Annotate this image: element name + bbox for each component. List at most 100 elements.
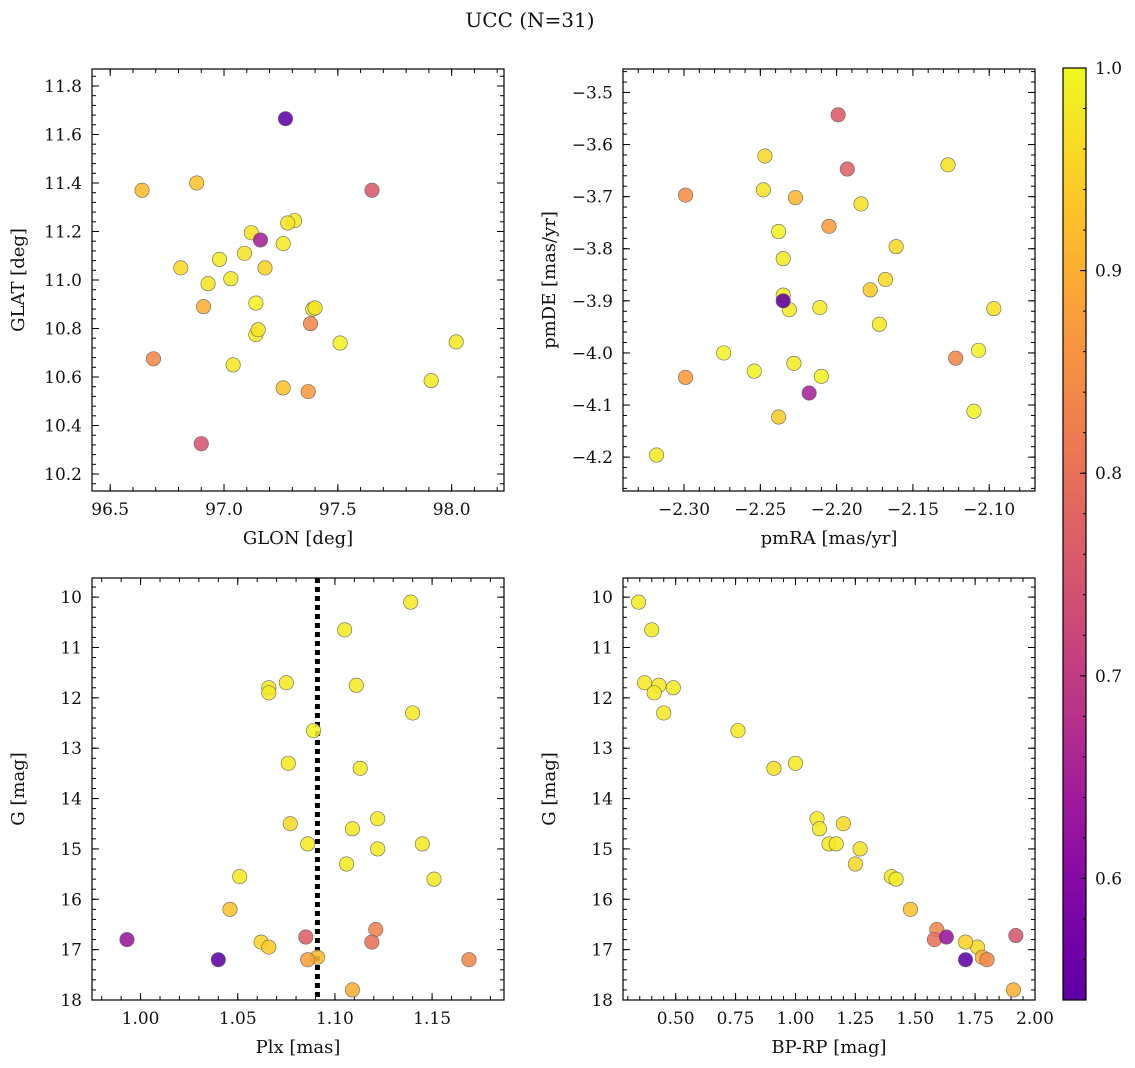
data-point — [821, 218, 837, 234]
y-tick-label: 11.0 — [44, 271, 82, 291]
data-point — [775, 251, 791, 267]
y-tick-label: 17 — [60, 941, 82, 961]
x-tick-label: −2.20 — [811, 500, 863, 520]
data-point — [275, 380, 291, 396]
data-point — [405, 705, 421, 721]
data-point — [414, 836, 430, 852]
x-tick-label: 1.00 — [777, 1009, 815, 1029]
data-point — [461, 952, 477, 968]
y-axis-label: G [mag] — [8, 752, 29, 825]
axes-frame — [622, 577, 1036, 1001]
colorbar-gradient — [1062, 67, 1087, 1001]
y-tick-label: 10.4 — [44, 417, 82, 437]
x-tick-label: −2.30 — [658, 500, 710, 520]
data-point — [938, 929, 954, 945]
y-tick-label: 13 — [60, 739, 82, 759]
data-point — [966, 403, 982, 419]
y-tick-label: 11.8 — [44, 77, 82, 97]
data-point — [1008, 928, 1024, 944]
y-tick-label: 14 — [591, 790, 613, 810]
y-tick-label: −3.9 — [572, 292, 613, 312]
y-tick-label: 15 — [60, 840, 82, 860]
data-point — [830, 107, 846, 123]
data-point — [280, 755, 296, 771]
y-tick-label: 10 — [591, 588, 613, 608]
data-point — [656, 705, 672, 721]
data-point — [757, 148, 773, 164]
data-point — [344, 821, 360, 837]
data-point — [173, 260, 189, 276]
colorbar: 0.6 0.7 0.8 0.9 1.0 — [1062, 59, 1122, 1001]
colorbar-tick-label: 1.0 — [1095, 59, 1122, 79]
data-point — [786, 355, 802, 371]
y-tick-label: 18 — [60, 991, 82, 1011]
x-tick-label: 98.0 — [433, 500, 471, 520]
data-point — [678, 369, 694, 385]
y-tick-label: 10.6 — [44, 368, 82, 388]
y-tick-label: −3.7 — [572, 188, 613, 208]
data-point — [839, 161, 855, 177]
data-point — [277, 111, 293, 127]
data-point — [196, 299, 212, 315]
x-tick-label: 1.05 — [219, 1009, 257, 1029]
data-point — [948, 350, 964, 366]
data-point — [665, 680, 681, 696]
y-tick-label: −4.2 — [572, 448, 613, 468]
data-point — [193, 436, 209, 452]
data-point — [646, 685, 662, 701]
data-point — [225, 357, 241, 373]
y-tick-label: 18 — [591, 991, 613, 1011]
y-tick-label: 11.4 — [44, 174, 82, 194]
data-point — [332, 335, 348, 351]
x-axis-label: Plx [mas] — [256, 1037, 341, 1058]
data-point — [801, 385, 817, 401]
data-point — [631, 594, 647, 610]
data-point — [275, 236, 291, 252]
data-point — [189, 175, 205, 191]
data-point — [877, 271, 893, 287]
y-tick-label: −3.8 — [572, 240, 613, 260]
panel-bprp_g: 0.50 0.75 1.00 1.25 1.50 1.75 2.00 10 11 12 13 14 15… — [539, 577, 1054, 1058]
data-point — [716, 345, 732, 361]
data-point — [423, 373, 439, 389]
y-tick-label: −3.6 — [572, 136, 613, 156]
x-tick-label: 0.75 — [717, 1009, 755, 1029]
x-tick-label: 96.5 — [91, 500, 129, 520]
data-point — [250, 322, 266, 338]
data-point — [280, 215, 296, 231]
data-point — [200, 276, 216, 292]
x-tick-label: 1.00 — [122, 1009, 160, 1029]
data-point — [278, 675, 294, 691]
y-tick-label: 10.8 — [44, 320, 82, 340]
y-tick-label: 16 — [60, 890, 82, 910]
y-axis-label: GLAT [deg] — [8, 228, 29, 332]
data-point — [971, 342, 987, 358]
x-tick-label: −2.15 — [887, 500, 939, 520]
y-axis-label: G [mag] — [539, 752, 560, 825]
data-point — [771, 224, 787, 240]
y-tick-label: 17 — [591, 941, 613, 961]
x-axis-label: BP-RP [mag] — [771, 1037, 886, 1058]
data-point — [787, 755, 803, 771]
colorbar-tick-label: 0.8 — [1095, 464, 1122, 484]
x-tick-label: −2.10 — [963, 500, 1015, 520]
data-point — [637, 675, 653, 691]
data-point — [871, 316, 887, 332]
y-tick-label: 12 — [591, 689, 613, 709]
colorbar-tick-label: 0.6 — [1095, 869, 1122, 889]
x-axis-label: GLON [deg] — [243, 528, 353, 549]
data-point — [119, 932, 135, 948]
y-tick-label: 11.2 — [44, 222, 82, 242]
data-point — [940, 157, 956, 173]
data-point — [644, 622, 660, 638]
data-point — [300, 384, 316, 400]
data-point — [370, 841, 386, 857]
data-point — [282, 816, 298, 832]
data-point — [223, 271, 239, 287]
data-point — [370, 811, 386, 827]
axes-frame — [91, 577, 505, 1001]
data-point — [813, 368, 829, 384]
data-point — [755, 182, 771, 198]
data-point — [339, 856, 355, 872]
